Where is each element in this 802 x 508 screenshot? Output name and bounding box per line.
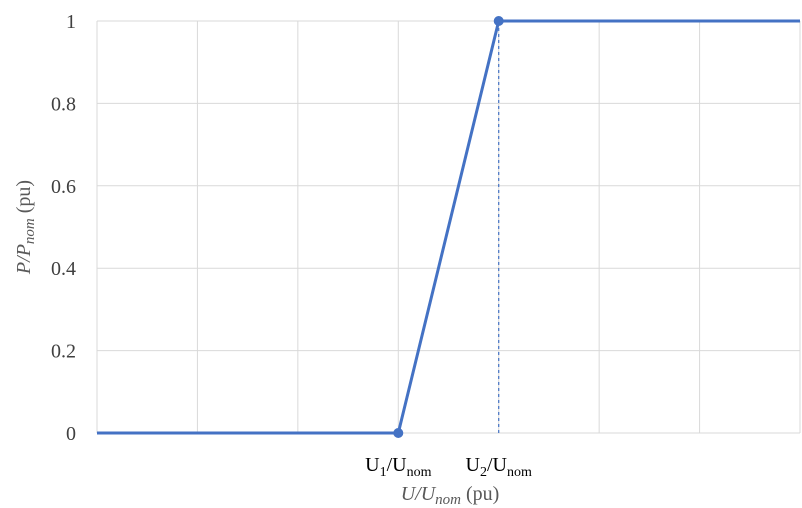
y-axis-title-sub: nom bbox=[22, 218, 38, 244]
x-tick-label-1: U1/Unom bbox=[365, 454, 431, 480]
y-tick-label: 0 bbox=[66, 423, 76, 445]
y-tick-labels: 0 0.2 0.4 0.6 0.8 1 bbox=[51, 11, 76, 445]
y-tick-label: 0.6 bbox=[51, 176, 76, 198]
data-point-marker bbox=[493, 16, 504, 26]
y-tick-label: 0.2 bbox=[51, 341, 76, 363]
data-point-marker bbox=[393, 428, 404, 438]
y-axis-title-main: P/P bbox=[13, 244, 35, 275]
series-layer bbox=[97, 16, 800, 438]
y-axis-title: P/Pnom (pu) bbox=[13, 180, 38, 275]
y-axis-title-unit: (pu) bbox=[13, 180, 35, 218]
x-axis-title-unit: (pu) bbox=[461, 483, 499, 505]
series-line-0 bbox=[97, 19, 800, 435]
x-axis-title-sub: nom bbox=[435, 492, 461, 508]
x-tick-label-2: U2/Unom bbox=[466, 454, 532, 480]
x-tick-labels: U1/Unom U2/Unom bbox=[365, 454, 532, 480]
y-tick-label: 0.8 bbox=[51, 93, 76, 115]
y-tick-label: 0.4 bbox=[51, 258, 76, 280]
x-axis-title: U/Unom (pu) bbox=[401, 483, 500, 508]
y-tick-label: 1 bbox=[66, 11, 76, 33]
x-axis-title-main: U/U bbox=[401, 483, 437, 505]
